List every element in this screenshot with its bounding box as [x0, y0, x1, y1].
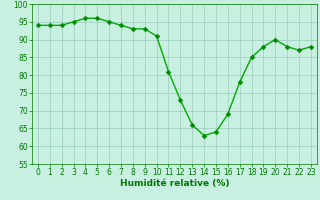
X-axis label: Humidité relative (%): Humidité relative (%): [120, 179, 229, 188]
